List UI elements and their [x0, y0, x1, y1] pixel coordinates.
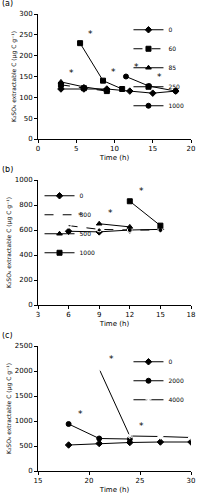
svg-text:*: *: [157, 72, 162, 82]
svg-text:30: 30: [187, 477, 196, 485]
svg-text:200: 200: [19, 52, 32, 60]
svg-text:*: *: [78, 409, 83, 419]
svg-text:0: 0: [28, 301, 32, 309]
svg-text:15: 15: [156, 311, 165, 319]
svg-text:10: 10: [110, 145, 119, 153]
svg-text:250: 250: [19, 31, 32, 39]
svg-text:K₂SO₄ extractable C (µg C g⁻¹): K₂SO₄ extractable C (µg C g⁻¹): [5, 363, 13, 454]
svg-text:K₂SO₄ extractable C (µg C g⁻¹): K₂SO₄ extractable C (µg C g⁻¹): [5, 197, 13, 288]
svg-text:15: 15: [148, 145, 157, 153]
svg-text:60: 60: [168, 45, 176, 52]
svg-text:1500: 1500: [15, 392, 33, 400]
svg-text:*: *: [139, 421, 144, 431]
svg-text:*: *: [139, 186, 144, 196]
svg-text:4000: 4000: [168, 396, 183, 403]
svg-text:K₂SO₄ extractable C (µg C g⁻¹): K₂SO₄ extractable C (µg C g⁻¹): [10, 31, 18, 122]
svg-text:(c): (c): [2, 332, 13, 340]
svg-text:2000: 2000: [15, 367, 33, 375]
svg-text:20: 20: [85, 477, 94, 485]
svg-text:*: *: [109, 354, 114, 364]
svg-text:250: 250: [168, 83, 180, 90]
svg-text:Time (h): Time (h): [99, 154, 130, 162]
svg-text:0: 0: [28, 467, 32, 475]
svg-text:200: 200: [19, 276, 32, 284]
svg-text:0: 0: [28, 135, 32, 143]
svg-text:0: 0: [80, 192, 84, 199]
svg-text:400: 400: [19, 251, 32, 259]
svg-text:500: 500: [19, 442, 32, 450]
svg-text:*: *: [88, 29, 93, 39]
svg-text:*: *: [134, 62, 139, 72]
svg-text:25: 25: [136, 477, 145, 485]
svg-text:150: 150: [19, 73, 32, 81]
svg-text:300: 300: [19, 10, 32, 18]
svg-text:1000: 1000: [80, 249, 95, 256]
svg-text:0: 0: [168, 358, 172, 365]
svg-text:1000: 1000: [15, 176, 33, 184]
svg-text:(b): (b): [2, 166, 13, 174]
svg-text:Time (h): Time (h): [99, 486, 130, 494]
svg-text:0: 0: [168, 26, 172, 33]
svg-text:1000: 1000: [15, 417, 33, 425]
svg-text:300: 300: [80, 211, 92, 218]
svg-text:50: 50: [24, 115, 33, 123]
svg-text:100: 100: [19, 94, 32, 102]
svg-text:*: *: [78, 211, 83, 221]
svg-text:20: 20: [187, 145, 196, 153]
svg-text:18: 18: [187, 311, 196, 319]
svg-text:1000: 1000: [168, 102, 183, 109]
svg-text:3: 3: [36, 311, 40, 319]
svg-text:6: 6: [66, 311, 71, 319]
svg-text:500: 500: [80, 230, 92, 237]
svg-text:*: *: [111, 67, 116, 77]
svg-text:0: 0: [36, 145, 40, 153]
svg-text:*: *: [69, 68, 74, 78]
svg-text:2000: 2000: [168, 377, 183, 384]
svg-text:9: 9: [97, 311, 101, 319]
svg-text:5: 5: [74, 145, 78, 153]
svg-text:12: 12: [125, 311, 134, 319]
svg-text:15: 15: [34, 477, 43, 485]
svg-text:85: 85: [168, 64, 176, 71]
svg-text:(a): (a): [2, 0, 13, 8]
svg-text:600: 600: [19, 226, 32, 234]
svg-text:*: *: [108, 208, 113, 218]
svg-text:800: 800: [19, 201, 32, 209]
svg-text:2500: 2500: [15, 342, 33, 350]
svg-text:Time (h): Time (h): [99, 320, 130, 328]
